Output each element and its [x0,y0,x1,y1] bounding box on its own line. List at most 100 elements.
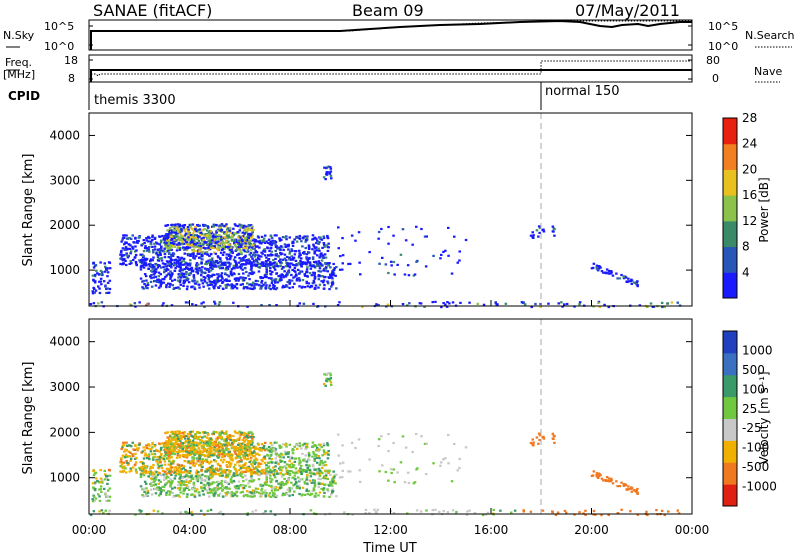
range-cell [377,438,381,441]
range-cell [196,480,200,483]
range-cell [138,442,141,445]
range-cell [245,270,248,274]
range-cell [218,473,221,476]
range-cell [287,451,290,454]
range-cell [423,442,427,445]
range-cell [225,279,229,282]
range-cell [636,285,639,288]
range-cell [207,467,210,470]
range-cell [666,302,669,305]
range-cell [260,487,264,490]
range-cell [194,490,198,493]
range-cell [318,457,321,460]
range-cell [482,303,486,306]
range-cell [248,272,251,275]
range-cell [93,264,97,267]
range-cell [308,468,312,471]
range-cell [537,225,541,228]
range-cell [185,456,189,459]
range-cell [186,247,189,250]
range-cell [297,469,301,472]
range-cell [529,510,533,513]
range-cell [127,243,131,246]
range-cell [275,479,279,482]
range-cell [162,485,166,488]
range-cell [381,464,384,467]
range-cell [160,256,163,260]
range-cell [207,246,210,250]
range-cell [213,244,216,248]
range-cell [608,480,611,483]
range-cell [175,243,179,246]
range-cell [357,438,361,441]
range-cell [99,488,102,491]
range-cell [324,262,327,265]
range-cell [306,466,309,469]
range-cell [146,489,150,493]
range-cell [247,232,250,235]
range-cell [279,251,282,254]
range-cell [121,466,125,469]
range-cell [450,480,454,483]
range-cell [190,451,193,454]
range-cell [542,435,545,438]
range-cell [211,257,214,260]
range-cell [258,246,261,249]
range-cell [134,444,137,447]
range-cell [164,444,168,447]
range-cell [434,300,437,303]
x-tick-label: 08:00 [273,523,308,537]
range-cell [99,269,103,272]
range-cell [138,509,141,512]
range-cell [253,251,256,254]
range-cell [187,441,191,444]
range-cell [261,471,265,474]
range-cell [258,491,261,495]
range-cell [148,470,151,473]
range-cell [645,510,648,513]
range-cell [134,237,137,240]
freq-panel: Freq. [MHz] 18 8 Nave 80 0 [3,54,782,85]
range-cell [551,511,554,514]
range-cell [392,234,395,237]
range-cell [425,235,428,238]
range-cell [295,470,298,473]
range-cell [140,262,144,265]
range-cell [271,279,274,282]
range-cell [244,462,247,465]
range-cell [204,262,207,266]
range-cell [207,442,211,445]
range-cell [251,489,255,492]
range-cell [305,476,309,479]
range-cell [101,271,104,274]
range-cell [225,253,229,256]
range-cell [319,460,322,463]
range-cell [124,259,127,262]
range-cell [145,249,149,252]
range-cell [135,470,138,473]
range-cell [358,261,361,264]
range-cell [257,470,261,473]
range-cell [389,468,393,471]
range-cell [197,437,200,440]
range-cell [270,451,273,454]
range-cell [217,487,221,490]
range-cell [106,281,110,284]
range-cell [299,263,303,266]
range-cell [221,447,225,450]
range-cell [228,249,232,252]
range-cell [541,509,545,512]
range-cell [253,493,256,496]
range-cell [323,243,326,246]
range-cell [338,301,341,304]
range-cell [233,256,237,259]
range-cell [233,449,236,452]
range-cell [165,260,169,263]
range-cell [170,481,174,484]
range-cell [145,239,148,242]
range-cell [260,489,263,492]
range-cell [182,259,185,262]
range-cell [303,273,306,276]
range-cell [444,249,447,252]
